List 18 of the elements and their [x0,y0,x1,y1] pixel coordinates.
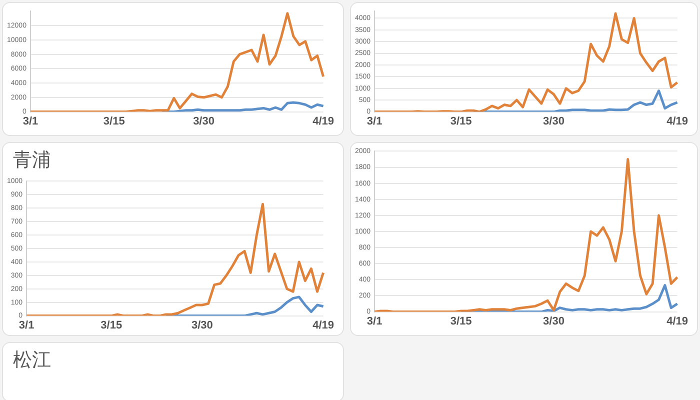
x-tick-label: 3/30 [191,319,213,332]
x-tick-label: 3/1 [366,315,382,328]
x-tick-label: 3/15 [450,315,472,328]
x-tick-label: 3/1 [22,115,38,128]
x-tick-label: 3/1 [18,319,34,332]
x-tick-label: 4/19 [666,115,688,128]
x-tick-label: 3/15 [103,115,125,128]
chart-title: 青浦 [12,148,52,173]
x-tick-label: 3/15 [100,319,122,332]
text: 松江 [12,348,52,373]
x-tick-label: 3/30 [193,115,214,128]
x-tick-label: 3/30 [543,315,564,328]
x-tick-label: 4/19 [666,315,688,328]
x-tick-label: 3/30 [543,115,564,128]
x-tick-label: 4/19 [312,115,334,128]
x-tick-label: 3/15 [450,115,472,128]
x-tick-label: 4/19 [312,319,334,332]
x-tick-label: 3/1 [366,115,382,128]
